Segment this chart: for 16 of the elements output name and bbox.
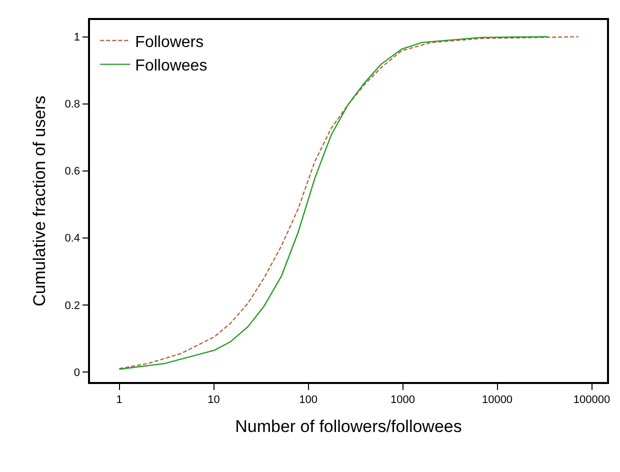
x-tick-label: 100 (299, 394, 318, 406)
y-tick-label: 0.8 (64, 98, 80, 111)
legend-label: Followers (135, 34, 204, 51)
x-axis-title: Number of followers/followees (235, 416, 462, 436)
x-tick-label: 1000 (390, 394, 415, 406)
y-axis-title: Cumulative fraction of users (30, 96, 49, 306)
x-tick-label: 1 (116, 394, 122, 406)
y-tick-label: 0 (74, 366, 80, 379)
y-tick-label: 1 (74, 32, 80, 44)
x-tick-label: 10 (208, 394, 220, 406)
x-tick-label: 10000 (482, 394, 513, 406)
y-tick-label: 0.6 (64, 166, 80, 178)
legend-label: Followees (135, 58, 208, 75)
x-tick-label: 100000 (573, 394, 610, 406)
y-tick-label: 0.4 (64, 232, 80, 245)
y-tick-label: 0.2 (64, 300, 80, 312)
